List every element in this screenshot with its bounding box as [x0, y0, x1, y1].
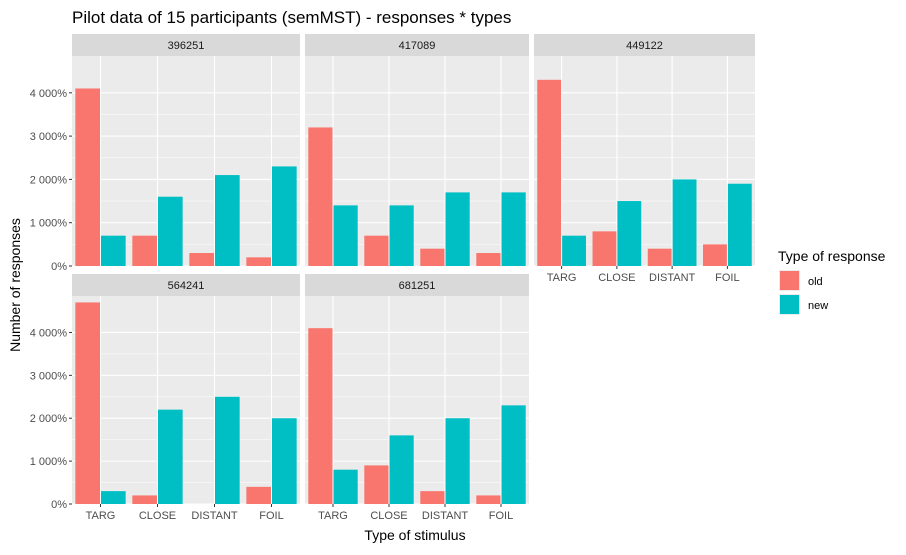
y-tick-label: 3 000% [30, 370, 68, 382]
bar-new-targ [101, 491, 126, 504]
y-tick-label: 1 000% [30, 456, 68, 468]
x-tick-label: CLOSE [139, 510, 176, 522]
bar-old-foil [246, 257, 271, 266]
facet-panel: 417089 [305, 34, 529, 267]
panel-background [534, 56, 755, 266]
bar-new-targ [333, 205, 358, 266]
y-tick-label: 0% [51, 499, 67, 511]
x-tick-label: FOIL [259, 510, 283, 522]
facet-panel: 564241 0% 1 000% 2 000% 3 000% 4 000% TARG CLOS… [30, 274, 300, 522]
bar-old-close [592, 231, 617, 266]
bar-old-foil [476, 253, 501, 266]
bar-old-foil [476, 495, 501, 504]
bar-old-targ [75, 302, 100, 504]
x-tick-label: FOIL [715, 272, 739, 284]
bar-old-targ [75, 88, 100, 266]
bar-new-close [617, 201, 642, 266]
bar-new-targ [101, 235, 126, 266]
bar-old-distant [189, 253, 214, 266]
legend-key-old [780, 271, 799, 290]
bar-old-close [364, 235, 389, 266]
x-tick-label: TARG [318, 510, 348, 522]
bar-old-foil [246, 486, 271, 504]
legend-entries: old new [779, 270, 828, 315]
bar-old-distant [647, 248, 672, 266]
y-tick-label: 3 000% [30, 131, 68, 143]
panel-background [305, 296, 529, 504]
facet-panel: 449122 TARG CLOSE DISTANT FOIL [534, 34, 755, 284]
legend-label-old: old [808, 276, 823, 288]
y-tick-label: 2 000% [30, 174, 68, 186]
x-tick-label: TARG [86, 510, 116, 522]
bar-old-targ [308, 127, 333, 266]
bar-new-targ [333, 469, 358, 504]
facet-panel: 681251 TARG CLOSE DISTANT FOIL [305, 274, 529, 522]
y-tick-label: 2 000% [30, 413, 68, 425]
bar-new-targ [562, 235, 586, 266]
bar-old-distant [420, 491, 445, 504]
y-tick-label: 1 000% [30, 218, 68, 230]
x-tick-label: TARG [547, 272, 577, 284]
chart-title: Pilot data of 15 participants (semMST) -… [72, 8, 511, 27]
bar-new-foil [501, 405, 526, 504]
bar-old-close [132, 235, 157, 266]
bar-new-foil [272, 418, 297, 504]
bar-new-close [158, 409, 183, 504]
facet-strip-label: 681251 [399, 280, 436, 292]
panel-background [72, 296, 300, 504]
facet-strip [305, 274, 529, 296]
bar-old-foil [703, 244, 727, 266]
facet-strip [305, 34, 529, 56]
bar-new-distant [215, 175, 240, 266]
bar-new-foil [727, 183, 752, 266]
facet-strip-label: 449122 [626, 40, 663, 52]
facet-strip [72, 274, 300, 296]
facet-strip-label: 564241 [168, 280, 205, 292]
facets-layer: 396251 0% 1 000% 2 000% 3 000% 4 000% 417089 44… [30, 34, 755, 522]
bar-old-close [132, 495, 157, 504]
bar-new-close [158, 196, 183, 266]
facet-strip [72, 34, 300, 56]
legend-label-new: new [808, 300, 828, 312]
bar-old-targ [308, 328, 333, 504]
bar-new-distant [672, 179, 697, 266]
x-tick-label: DISTANT [649, 272, 696, 284]
bar-new-distant [445, 418, 470, 504]
x-axis-title: Type of stimulus [364, 527, 465, 543]
bar-new-foil [272, 166, 297, 266]
bar-new-distant [215, 396, 240, 504]
bar-old-targ [537, 79, 562, 267]
legend: Type of response old new [778, 248, 886, 315]
y-tick-label: 0% [51, 261, 67, 273]
facet-strip-label: 417089 [399, 40, 436, 52]
bar-new-close [389, 205, 414, 266]
bar-old-close [364, 465, 389, 504]
x-tick-label: CLOSE [370, 510, 407, 522]
facet-strip-label: 396251 [168, 40, 205, 52]
facet-panel: 396251 0% 1 000% 2 000% 3 000% 4 000% [30, 34, 300, 273]
x-tick-label: FOIL [489, 510, 513, 522]
bar-new-close [389, 435, 414, 504]
bar-new-distant [445, 192, 470, 266]
x-tick-label: CLOSE [598, 272, 635, 284]
y-axis-title: Number of responses [7, 218, 23, 352]
bar-new-foil [501, 192, 526, 266]
y-tick-label: 4 000% [30, 88, 68, 100]
y-tick-label: 4 000% [30, 327, 68, 339]
x-tick-label: DISTANT [191, 510, 238, 522]
panel-background [72, 56, 300, 266]
legend-title: Type of response [778, 248, 886, 264]
bar-old-distant [420, 248, 445, 266]
facet-strip [534, 34, 755, 56]
x-tick-label: DISTANT [422, 510, 469, 522]
legend-key-new [780, 295, 799, 314]
